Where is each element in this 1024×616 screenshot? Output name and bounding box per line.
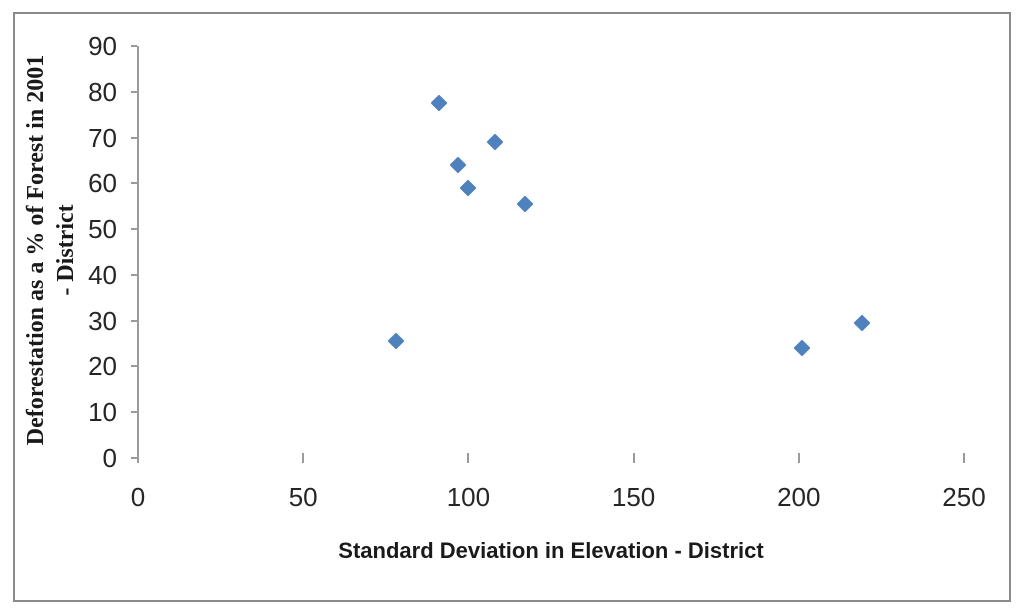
y-axis-tick-label: 70 — [88, 122, 117, 153]
x-axis-tick-label: 0 — [130, 482, 146, 512]
x-axis-tick — [302, 453, 305, 463]
x-axis-tick-label: 150 — [611, 482, 656, 512]
y-axis-tick — [131, 457, 137, 459]
x-axis-tick — [467, 453, 470, 463]
y-axis-tick-label: 50 — [88, 214, 117, 245]
y-axis-tick-label: 20 — [88, 351, 117, 382]
y-axis-tick — [131, 228, 137, 231]
y-axis-tick — [131, 182, 137, 185]
y-axis-tick — [131, 411, 137, 414]
y-axis-tick — [131, 90, 137, 93]
x-axis-tick — [797, 453, 800, 463]
x-axis-tick — [632, 453, 635, 463]
y-axis-tick-label: 30 — [88, 305, 117, 336]
y-axis-line — [137, 46, 139, 463]
y-axis-tick-label: 40 — [88, 259, 117, 290]
y-axis-tick-label: 90 — [88, 31, 117, 61]
x-axis-tick — [137, 453, 139, 463]
y-axis-tick-label: 0 — [102, 443, 117, 473]
x-axis-tick-label: 200 — [777, 482, 821, 512]
x-axis-tick-label: 50 — [288, 482, 318, 512]
y-axis-tick — [131, 273, 137, 276]
y-axis-tick — [131, 136, 137, 139]
y-axis-tick-label: 60 — [88, 168, 117, 199]
plot-area — [138, 46, 964, 458]
y-axis-tick — [131, 319, 137, 322]
y-axis-tick-label: 80 — [88, 76, 117, 107]
y-axis-tick — [131, 365, 137, 368]
y-axis-tick — [131, 45, 137, 47]
chart-frame: Deforestation as a % of Forest in 2001 -… — [13, 12, 1011, 602]
x-axis-tick-label: 250 — [942, 482, 986, 512]
x-axis-tick — [963, 453, 965, 463]
x-axis-tick-label: 100 — [446, 482, 491, 512]
x-axis-title: Standard Deviation in Elevation - Distri… — [338, 538, 764, 563]
y-axis-tick-label: 10 — [88, 397, 117, 428]
